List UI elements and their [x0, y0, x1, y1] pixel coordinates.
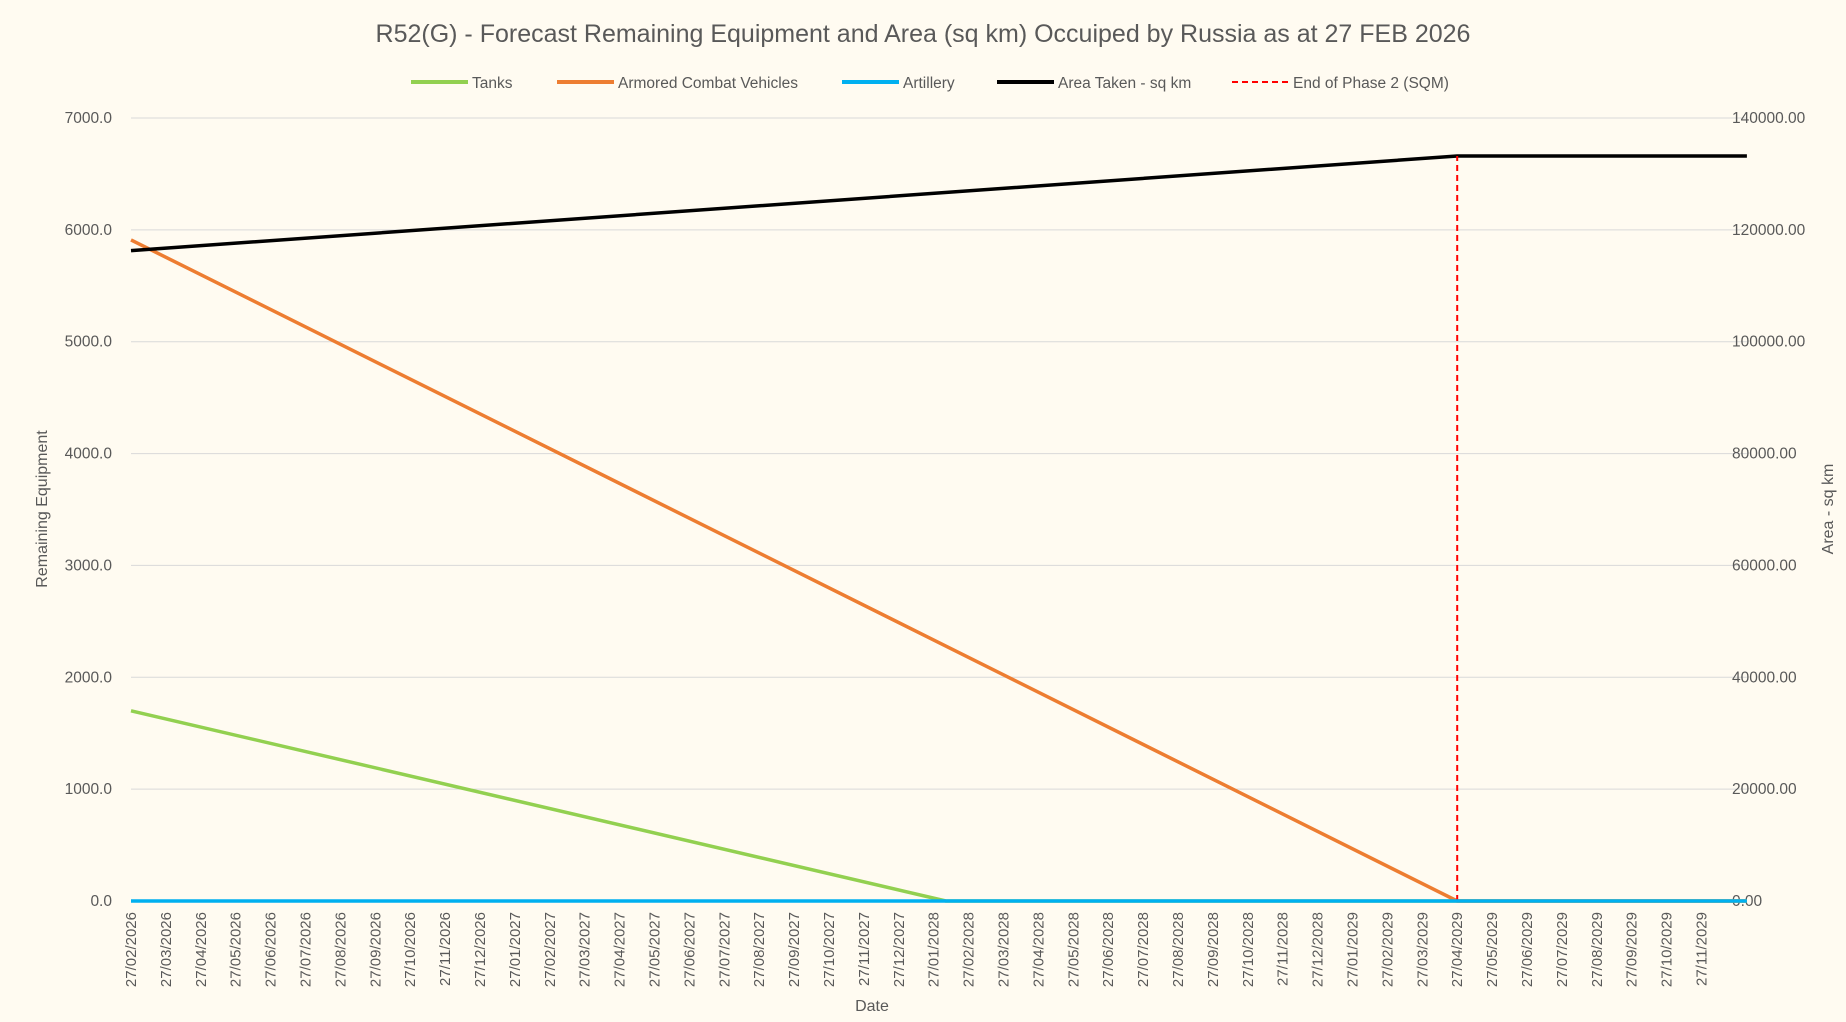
x-tick-label: 27/11/2026 — [437, 912, 454, 986]
x-tick-label: 27/07/2028 — [1135, 912, 1152, 987]
y-tick-label: 0.0 — [90, 893, 112, 910]
x-tick-label: 27/08/2027 — [751, 912, 768, 987]
x-tick-label: 27/07/2027 — [716, 912, 733, 987]
x-tick-label: 27/09/2029 — [1624, 912, 1641, 987]
x-tick-label: 27/12/2028 — [1310, 912, 1327, 987]
x-tick-label: 27/09/2026 — [367, 912, 384, 987]
y-tick-label: 3000.0 — [65, 557, 113, 574]
y2-tick-label: 140000.00 — [1732, 110, 1806, 127]
y2-tick-label: 40000.00 — [1732, 669, 1797, 686]
x-tick-label: 27/02/2026 — [123, 912, 140, 987]
legend-label: Tanks — [472, 75, 513, 92]
x-tick-label: 27/04/2026 — [193, 912, 210, 987]
x-tick-label: 27/01/2029 — [1345, 912, 1362, 987]
y2-tick-label: 60000.00 — [1732, 557, 1797, 574]
x-tick-label: 27/05/2029 — [1484, 912, 1501, 987]
x-tick-label: 27/02/2029 — [1379, 912, 1396, 987]
y-tick-label: 1000.0 — [65, 781, 113, 798]
x-tick-label: 27/11/2029 — [1694, 912, 1711, 986]
x-tick-label: 27/06/2026 — [263, 912, 280, 987]
x-tick-label: 27/03/2026 — [158, 912, 175, 987]
x-tick-label: 27/01/2028 — [926, 912, 943, 987]
y2-tick-label: 20000.00 — [1732, 781, 1797, 798]
y2-tick-label: 120000.00 — [1732, 222, 1806, 239]
legend-label: End of Phase 2 (SQM) — [1293, 75, 1449, 92]
x-tick-label: 27/10/2027 — [821, 912, 838, 987]
y-axis-right-ticks: 0.00 20000.00 40000.00 60000.00 80000.00 1000… — [1732, 110, 1806, 910]
x-tick-label: 27/03/2027 — [577, 912, 594, 987]
y2-tick-label: 100000.00 — [1732, 334, 1806, 351]
y-tick-label: 7000.0 — [65, 110, 113, 127]
x-axis-title: Date — [855, 998, 889, 1015]
x-tick-label: 27/05/2028 — [1065, 912, 1082, 987]
x-tick-label: 27/10/2029 — [1659, 912, 1676, 987]
x-tick-label: 27/02/2027 — [542, 912, 559, 987]
x-tick-label: 27/12/2026 — [472, 912, 489, 987]
x-tick-label: 27/11/2028 — [1275, 912, 1292, 986]
y-tick-label: 6000.0 — [65, 222, 113, 239]
x-tick-label: 27/11/2027 — [856, 912, 873, 986]
series-line-armored-combat-vehicles — [130, 238, 1747, 903]
x-tick-label: 27/08/2026 — [332, 912, 349, 987]
x-axis-ticks: 27/02/2026 27/03/2026 27/04/2026 27/05/2026… — [123, 912, 1711, 987]
y-tick-label: 5000.0 — [65, 334, 113, 351]
x-tick-label: 27/10/2026 — [402, 912, 419, 987]
x-tick-label: 27/08/2029 — [1589, 912, 1606, 987]
x-tick-label: 27/01/2027 — [507, 912, 524, 987]
chart-title: R52(G) - Forecast Remaining Equipment an… — [376, 20, 1471, 48]
x-tick-label: 27/05/2027 — [647, 912, 664, 987]
x-tick-label: 27/10/2028 — [1240, 912, 1257, 987]
legend: Tanks Armored Combat Vehicles Artillery Are… — [411, 75, 1449, 92]
y-tick-label: 2000.0 — [65, 669, 113, 686]
y2-tick-label: 80000.00 — [1732, 446, 1797, 463]
y2-tick-label: 0.00 — [1732, 893, 1763, 910]
x-tick-label: 27/08/2028 — [1170, 912, 1187, 987]
x-tick-label: 27/05/2026 — [228, 912, 245, 987]
x-tick-label: 27/04/2028 — [1030, 912, 1047, 987]
legend-label: Artillery — [903, 75, 955, 92]
x-tick-label: 27/03/2029 — [1414, 912, 1431, 987]
y-axis-title: Remaining Equipment — [34, 430, 51, 588]
x-tick-label: 27/06/2028 — [1100, 912, 1117, 987]
x-tick-label: 27/09/2027 — [786, 912, 803, 987]
legend-label: Area Taken - sq km — [1058, 75, 1191, 92]
x-tick-label: 27/04/2029 — [1449, 912, 1466, 987]
x-tick-label: 27/02/2028 — [961, 912, 978, 987]
legend-label: Armored Combat Vehicles — [618, 75, 798, 92]
x-tick-label: 27/03/2028 — [996, 912, 1013, 987]
gridlines — [131, 117, 1747, 902]
y-tick-label: 4000.0 — [65, 446, 113, 463]
x-tick-label: 27/09/2028 — [1205, 912, 1222, 987]
y2-axis-title: Area - sq km — [1820, 464, 1837, 555]
x-tick-label: 27/07/2029 — [1554, 912, 1571, 987]
x-tick-label: 27/07/2026 — [298, 912, 315, 987]
x-tick-label: 27/12/2027 — [891, 912, 908, 987]
x-tick-label: 27/04/2027 — [612, 912, 629, 987]
series-line-area-taken-sq-km — [130, 154, 1747, 253]
y-axis-left-ticks: 0.0 1000.0 2000.0 3000.0 4000.0 5000.0 6000.0 7… — [65, 110, 113, 910]
x-tick-label: 27/06/2027 — [681, 912, 698, 987]
series-lines — [130, 154, 1747, 903]
series-line-tanks — [130, 709, 1747, 903]
x-tick-label: 27/06/2029 — [1519, 912, 1536, 987]
